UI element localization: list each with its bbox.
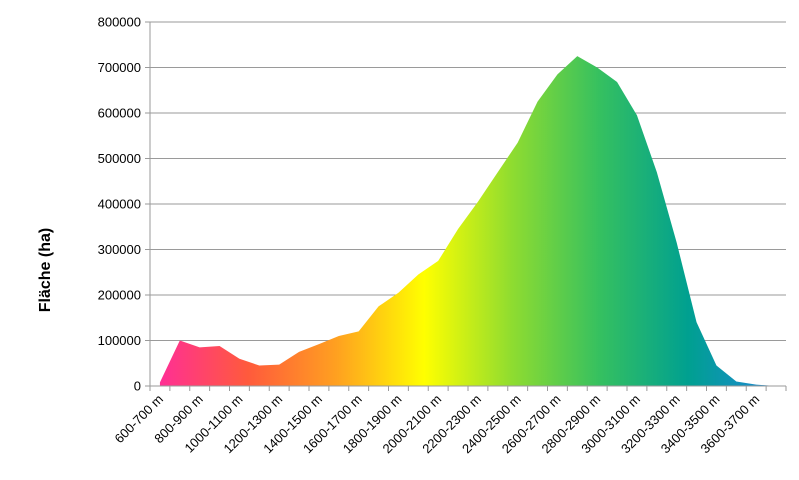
y-tick-label: 600000	[98, 106, 141, 121]
area-layer	[159, 56, 777, 386]
axes	[149, 22, 787, 391]
y-tick-label: 100000	[98, 333, 141, 348]
y-tick-label: 400000	[98, 197, 141, 212]
y-tick-label: 200000	[98, 288, 141, 303]
y-tick-label: 500000	[98, 151, 141, 166]
y-tick-labels: 0 100000 200000 300000 400000 500000 600000 700…	[98, 15, 141, 394]
y-tick-label: 0	[134, 379, 141, 394]
y-tick-label: 300000	[98, 242, 141, 257]
y-tick-label: 800000	[98, 15, 141, 30]
y-tick-label: 700000	[98, 60, 141, 75]
y-axis-title: Fläche (ha)	[37, 228, 54, 312]
area-series	[159, 56, 777, 386]
